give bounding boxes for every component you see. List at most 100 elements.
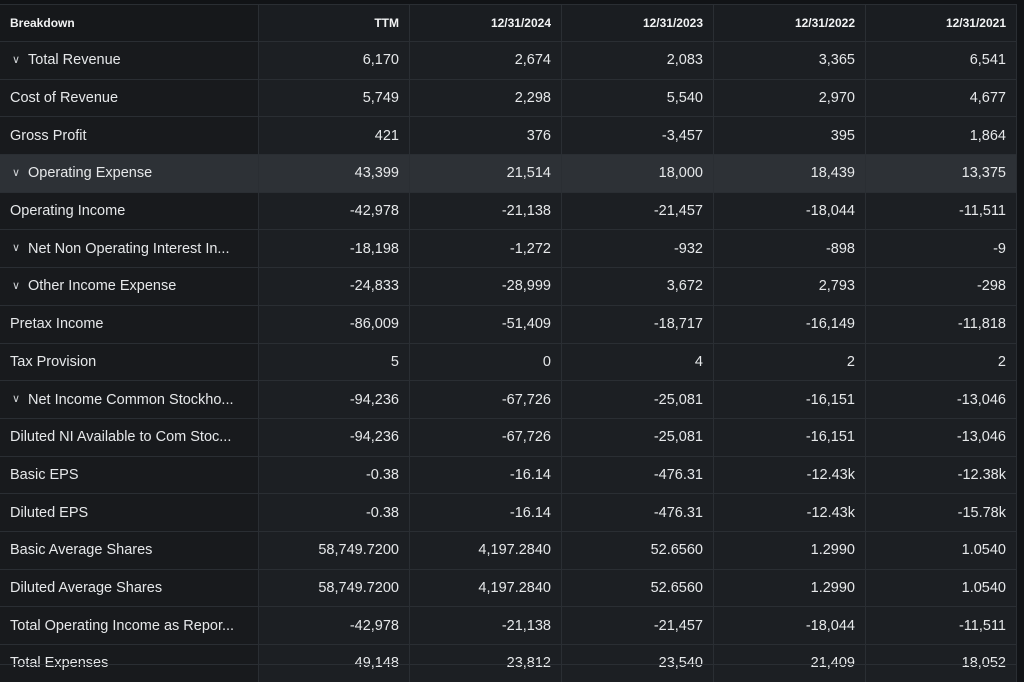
row-value: 2,298 xyxy=(410,79,562,117)
row-label-cell[interactable]: ∨ Total Revenue xyxy=(0,42,259,79)
row-value: -21,457 xyxy=(562,192,714,230)
row-value: -21,138 xyxy=(410,607,562,644)
table-bottom-border xyxy=(0,664,1017,671)
row-value: 58,749.7200 xyxy=(259,531,410,569)
row-value: -51,409 xyxy=(410,305,562,343)
row-value: 395 xyxy=(714,117,866,155)
table-row: Operating Income -42,978 -21,138 -21,457 -18… xyxy=(0,191,1017,230)
row-value: 1.2990 xyxy=(714,531,866,569)
row-value: 13,375 xyxy=(866,155,1017,192)
table-row: Total Expenses 49,148 23,812 23,540 21,409 18… xyxy=(0,644,1017,682)
row-label-cell: Basic EPS xyxy=(0,456,259,494)
row-value: 4,677 xyxy=(866,79,1017,117)
row-label: Operating Income xyxy=(10,203,126,220)
row-label-cell: Basic Average Shares xyxy=(0,531,259,569)
header-2023: 12/31/2023 xyxy=(562,5,714,41)
row-value: 18,000 xyxy=(562,155,714,192)
row-value: 2,970 xyxy=(714,79,866,117)
row-value: -42,978 xyxy=(259,607,410,644)
table-row: Diluted NI Available to Com Stoc... -94,2… xyxy=(0,417,1017,456)
row-value: -476.31 xyxy=(562,456,714,494)
row-value: -11,511 xyxy=(866,192,1017,230)
row-label-cell: Total Operating Income as Repor... xyxy=(0,607,259,644)
chevron-down-icon[interactable]: ∨ xyxy=(11,242,21,255)
table-row[interactable]: ∨ Operating Expense 43,399 21,514 18,000 18,4… xyxy=(0,154,1017,192)
row-value: -21,138 xyxy=(410,192,562,230)
row-value: -28,999 xyxy=(410,268,562,305)
row-value: -16,151 xyxy=(714,418,866,456)
row-value: 21,514 xyxy=(410,155,562,192)
row-value: -18,044 xyxy=(714,192,866,230)
row-value: -67,726 xyxy=(410,418,562,456)
row-label-cell[interactable]: ∨ Operating Expense xyxy=(0,155,259,192)
row-label: Basic EPS xyxy=(10,466,79,483)
row-value: 18,439 xyxy=(714,155,866,192)
table-row[interactable]: ∨ Net Non Operating Interest In... -18,198… xyxy=(0,229,1017,268)
row-label: Total Revenue xyxy=(28,52,121,69)
table-row: Diluted EPS -0.38 -16.14 -476.31 -12.43k -15.… xyxy=(0,493,1017,531)
row-label: Net Non Operating Interest In... xyxy=(28,240,230,257)
row-value: 1.2990 xyxy=(714,569,866,607)
row-label-cell: Diluted NI Available to Com Stoc... xyxy=(0,418,259,456)
row-label: Tax Provision xyxy=(10,353,97,370)
header-2021: 12/31/2021 xyxy=(866,5,1017,41)
table-row[interactable]: ∨ Net Income Common Stockho... -94,236 -67,… xyxy=(0,380,1017,418)
row-value: 5,749 xyxy=(259,79,410,117)
table-row: Tax Provision 5 0 4 2 2 xyxy=(0,342,1017,381)
row-value: 1,864 xyxy=(866,117,1017,155)
table-row[interactable]: ∨ Total Revenue 6,170 2,674 2,083 3,365 6,541 xyxy=(0,41,1017,79)
row-value: -12.43k xyxy=(714,456,866,494)
row-value: 5 xyxy=(259,343,410,381)
row-value: -898 xyxy=(714,230,866,268)
table-body: ∨ Total Revenue 6,170 2,674 2,083 3,365 6,541 C… xyxy=(0,41,1024,682)
row-label-cell[interactable]: ∨ Net Non Operating Interest In... xyxy=(0,230,259,268)
row-value: 5,540 xyxy=(562,79,714,117)
row-label-cell: Diluted EPS xyxy=(0,494,259,531)
row-value: -18,717 xyxy=(562,305,714,343)
row-value: -9 xyxy=(866,230,1017,268)
row-value: -13,046 xyxy=(866,381,1017,418)
chevron-down-icon[interactable]: ∨ xyxy=(11,279,21,292)
row-value: 52.6560 xyxy=(562,569,714,607)
row-value: 58,749.7200 xyxy=(259,569,410,607)
row-value: -3,457 xyxy=(562,117,714,155)
chevron-down-icon[interactable]: ∨ xyxy=(11,166,21,179)
table-row: Pretax Income -86,009 -51,409 -18,717 -16,14… xyxy=(0,304,1017,343)
row-value: 1.0540 xyxy=(866,531,1017,569)
row-value: -13,046 xyxy=(866,418,1017,456)
row-value: -16.14 xyxy=(410,494,562,531)
table-row: Total Operating Income as Repor... -42,97… xyxy=(0,606,1017,644)
row-label: Diluted NI Available to Com Stoc... xyxy=(10,429,232,446)
table-header: Breakdown TTM 12/31/2024 12/31/2023 12/3… xyxy=(0,4,1017,41)
row-label: Pretax Income xyxy=(10,316,104,333)
row-value: -0.38 xyxy=(259,456,410,494)
row-label-cell[interactable]: ∨ Other Income Expense xyxy=(0,268,259,305)
table-row[interactable]: ∨ Other Income Expense -24,833 -28,999 3,672… xyxy=(0,267,1017,305)
row-value: -11,511 xyxy=(866,607,1017,644)
row-value: 4,197.2840 xyxy=(410,531,562,569)
row-value: 52.6560 xyxy=(562,531,714,569)
row-value: 2,793 xyxy=(714,268,866,305)
row-value: -16.14 xyxy=(410,456,562,494)
row-label: Cost of Revenue xyxy=(10,90,119,107)
row-value: 1.0540 xyxy=(866,569,1017,607)
header-2022: 12/31/2022 xyxy=(714,5,866,41)
row-value: 2 xyxy=(866,343,1017,381)
header-2024: 12/31/2024 xyxy=(410,5,562,41)
row-value: -94,236 xyxy=(259,418,410,456)
row-value: -12.38k xyxy=(866,456,1017,494)
row-value: -24,833 xyxy=(259,268,410,305)
row-label: Diluted EPS xyxy=(10,504,89,521)
chevron-down-icon[interactable]: ∨ xyxy=(11,53,21,66)
table-row: Basic Average Shares 58,749.7200 4,197.284… xyxy=(0,530,1017,569)
row-value: 6,170 xyxy=(259,42,410,79)
row-label-cell: Tax Provision xyxy=(0,343,259,381)
table-row: Basic EPS -0.38 -16.14 -476.31 -12.43k -12.38… xyxy=(0,455,1017,494)
row-label: Gross Profit xyxy=(10,127,87,144)
row-value: -1,272 xyxy=(410,230,562,268)
row-label-cell: Operating Income xyxy=(0,192,259,230)
row-value: 2,083 xyxy=(562,42,714,79)
financials-table: Breakdown TTM 12/31/2024 12/31/2023 12/3… xyxy=(0,4,1024,682)
chevron-down-icon[interactable]: ∨ xyxy=(11,393,21,406)
row-label-cell[interactable]: ∨ Net Income Common Stockho... xyxy=(0,381,259,418)
